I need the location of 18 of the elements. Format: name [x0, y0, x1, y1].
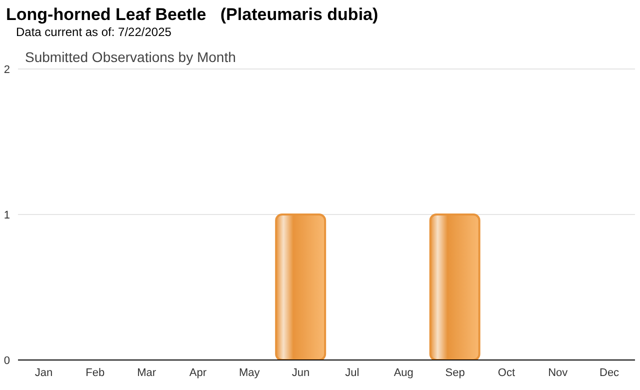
y-tick-label: 0	[4, 354, 10, 367]
x-tick-label: Sep	[445, 366, 465, 379]
x-tick-label: Jul	[345, 366, 360, 379]
x-tick-label: Aug	[394, 366, 414, 379]
x-tick-label: Mar	[137, 366, 156, 379]
y-tick-label: 1	[4, 209, 10, 222]
chart-subtitle: Submitted Observations by Month	[25, 49, 236, 65]
x-tick-label: Jun	[292, 366, 310, 379]
x-tick-label: Nov	[548, 366, 568, 379]
text: Data current as of: 7/22/2025	[16, 25, 172, 39]
x-tick-label: Oct	[498, 366, 516, 379]
x-tick-label: Feb	[86, 366, 105, 379]
x-tick-label: Jan	[34, 366, 53, 379]
x-tick-label: Dec	[600, 366, 620, 379]
y-tick-label: 2	[4, 64, 10, 76]
x-tick-label: Apr	[189, 366, 207, 379]
chart-title: Long-horned Leaf Beetle (Plateumaris dubia)	[6, 5, 378, 25]
x-tick-label: May	[238, 366, 260, 379]
